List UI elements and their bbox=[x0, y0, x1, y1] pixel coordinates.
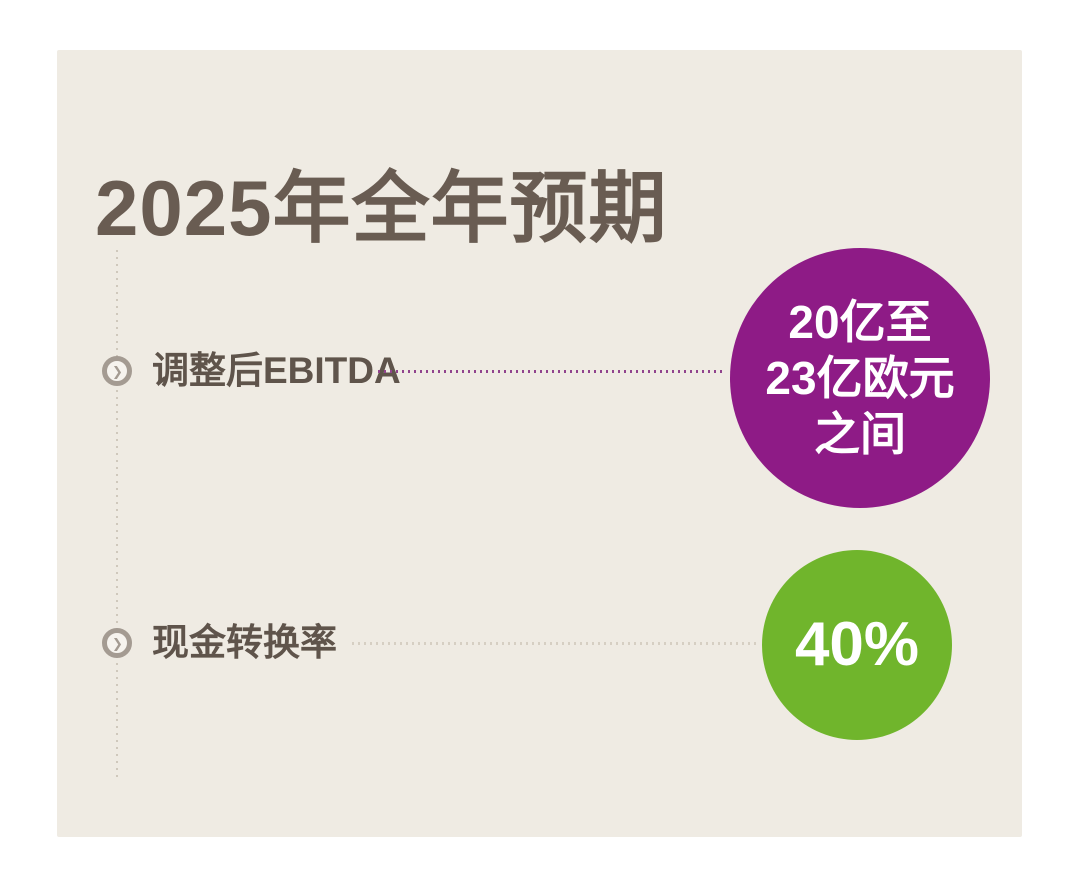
chevron-right-icon: ❯ bbox=[102, 356, 132, 386]
cash-value-line: 40% bbox=[794, 610, 920, 679]
chevron-glyph: ❯ bbox=[112, 363, 123, 379]
ebitda-value-circle: 20亿至 23亿欧元 之间 bbox=[730, 248, 990, 508]
ebitda-dotted-connector bbox=[378, 370, 726, 373]
cash-dotted-connector bbox=[352, 642, 757, 645]
chevron-right-icon: ❯ bbox=[102, 628, 132, 658]
timeline-dotted-line bbox=[116, 250, 118, 780]
ebitda-value-line: 23亿欧元 bbox=[765, 351, 955, 404]
ebitda-value-line: 之间 bbox=[814, 408, 906, 461]
page-title: 2025年全年预期 bbox=[95, 164, 668, 253]
cash-conversion-label: 现金转换率 bbox=[152, 622, 337, 663]
ebitda-label: 调整后EBITDA bbox=[152, 350, 401, 391]
ebitda-value-line: 20亿至 bbox=[788, 295, 932, 348]
chevron-glyph: ❯ bbox=[112, 635, 123, 651]
outlook-card: 2025年全年预期 ❯ 调整后EBITDA 20亿至 23亿欧元 之间 ❯ 现金… bbox=[57, 50, 1022, 837]
cash-value-circle: 40% bbox=[762, 550, 952, 740]
